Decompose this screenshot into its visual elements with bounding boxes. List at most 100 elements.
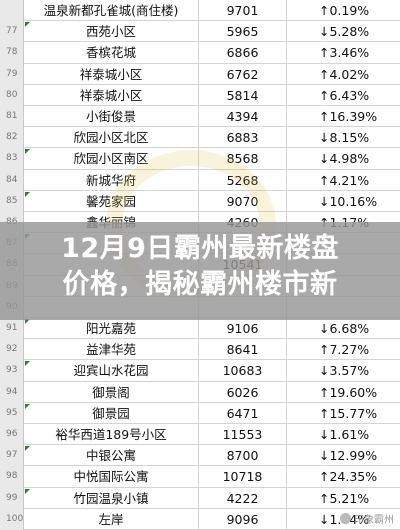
change-cell: ↑4.21% — [319, 172, 370, 188]
table-row: 98 中悦国际公寓 10718 ↑24.35% — [0, 466, 400, 488]
change-cell: ↓3.57% — [319, 363, 370, 379]
price-cell: 10683 — [199, 360, 287, 382]
community-name: 益津华苑 — [24, 339, 199, 361]
price-cell: 6762 — [199, 63, 287, 85]
row-number: 92 — [0, 339, 24, 361]
community-name: 御景园 — [24, 402, 199, 424]
price-cell: 6883 — [199, 127, 287, 149]
table-row: 92 益津华苑 8641 ↑7.27% — [0, 339, 400, 361]
community-name: 欣园小区南区 — [24, 148, 199, 170]
community-name: 裕华西道189号小区 — [24, 424, 199, 446]
cell-comment-marker — [25, 488, 30, 494]
community-name: 香槟花城 — [24, 42, 199, 64]
change-cell: ↑16.39% — [319, 109, 378, 124]
price-cell: 8700 — [199, 445, 287, 467]
row-number: 98 — [0, 466, 24, 488]
row-number: 83 — [0, 148, 24, 170]
price-cell: 9070 — [199, 190, 287, 212]
table-row: 99 竹园温泉小镇 4222 ↑5.21% — [0, 487, 400, 509]
watermark: 印象霸州 — [340, 511, 394, 526]
cell-comment-marker — [25, 22, 30, 28]
community-name: 祥泰城小区 — [24, 63, 199, 85]
community-name: 小街俊景 — [24, 106, 199, 128]
table-row: 91 阳光嘉苑 9106 ↓6.68% — [0, 318, 400, 340]
change-cell: ↑6.43% — [319, 87, 370, 103]
cell-comment-marker — [25, 319, 30, 324]
price-cell: 8641 — [199, 339, 287, 361]
change-cell: ↓5.28% — [319, 24, 370, 40]
community-name: 左岸 — [24, 508, 199, 530]
price-cell: 6026 — [199, 381, 287, 403]
price-cell: 5268 — [199, 169, 287, 191]
row-number: 99 — [0, 487, 24, 509]
table-row: 97 中银公寓 8700 ↓12.99% — [0, 445, 400, 467]
price-cell: 4394 — [199, 106, 287, 128]
table-row: 82 欣园小区北区 6883 ↓8.15% — [0, 127, 400, 149]
table-row: 94 御景阁 6026 ↑19.60% — [0, 381, 400, 403]
community-name: 西苑小区 — [24, 21, 199, 43]
row-number: 81 — [0, 106, 24, 128]
change-cell: ↑19.60% — [319, 384, 378, 400]
price-cell: 6471 — [199, 402, 287, 424]
change-cell: ↓8.15% — [319, 130, 370, 146]
community-name: 馨苑家园 — [24, 190, 199, 212]
table-row: 78 香槟花城 6866 ↑3.46% — [0, 42, 400, 64]
change-cell: ↑3.46% — [319, 45, 370, 61]
row-number: 96 — [0, 424, 24, 446]
cell-comment-marker — [25, 149, 30, 155]
cell-comment-marker — [25, 446, 30, 452]
row-number: 79 — [0, 63, 24, 85]
price-cell: 10718 — [199, 466, 287, 488]
cell-comment-marker — [25, 191, 30, 197]
change-cell: ↓6.68% — [319, 321, 370, 336]
change-cell: ↓12.99% — [319, 448, 378, 464]
row-number: 77 — [0, 21, 24, 43]
cell-comment-marker — [25, 361, 30, 367]
row-number: 93 — [0, 360, 24, 382]
change-cell: ↑7.27% — [319, 342, 370, 358]
community-name: 欣园小区北区 — [24, 127, 199, 149]
change-cell: ↑0.19% — [319, 3, 370, 18]
table-row: 95 御景园 6471 ↑15.77% — [0, 402, 400, 424]
price-cell: 11553 — [199, 424, 287, 446]
community-name: 新城华府 — [24, 169, 199, 191]
row-number: 80 — [0, 84, 24, 106]
price-cell: 5965 — [199, 21, 287, 43]
row-number: 78 — [0, 42, 24, 64]
community-name: 御景阁 — [24, 381, 199, 403]
row-number: 82 — [0, 127, 24, 149]
watermark-text: 印象霸州 — [354, 515, 394, 526]
cell-comment-marker — [25, 403, 30, 409]
banner-title-line-2: 价格，揭秘霸州楼市新 — [62, 269, 338, 300]
table-row: 84 新城华府 5268 ↑4.21% — [0, 169, 400, 191]
banner-title-line-1: 12月9日霸州最新楼盘 — [61, 233, 339, 264]
row-number — [0, 0, 24, 22]
community-name: 温泉新都孔雀城(商住楼) — [24, 0, 199, 22]
table-row: 93 迎宾山水花园 10683 ↓3.57% — [0, 360, 400, 382]
table-row: 77 西苑小区 5965 ↓5.28% — [0, 21, 400, 43]
community-name: 中银公寓 — [24, 445, 199, 467]
price-cell: 5814 — [199, 84, 287, 106]
change-cell: ↓1.61% — [319, 427, 370, 442]
price-cell: 4222 — [199, 487, 287, 509]
change-cell: ↑5.21% — [319, 490, 370, 506]
change-cell: ↓4.98% — [319, 151, 370, 167]
price-cell: 6866 — [199, 42, 287, 64]
change-cell: ↑15.77% — [319, 405, 378, 421]
community-name: 阳光嘉苑 — [24, 318, 199, 340]
table-row: 81 小街俊景 4394 ↑16.39% — [0, 106, 400, 128]
community-name: 竹园温泉小镇 — [24, 487, 199, 509]
table-row: 温泉新都孔雀城(商住楼) 9701 ↑0.19% — [0, 0, 400, 22]
price-cell: 9701 — [199, 0, 287, 22]
table-row: 80 祥泰城小区 5814 ↑6.43% — [0, 84, 400, 106]
table-row: 79 祥泰城小区 6762 ↑4.02% — [0, 63, 400, 85]
community-name: 中悦国际公寓 — [24, 466, 199, 488]
row-number: 85 — [0, 190, 24, 212]
title-banner — [0, 222, 400, 320]
watermark-icon — [340, 513, 351, 524]
row-number: 100 — [0, 508, 24, 530]
table-row: 83 欣园小区南区 8568 ↓4.98% — [0, 148, 400, 170]
community-name: 祥泰城小区 — [24, 84, 199, 106]
